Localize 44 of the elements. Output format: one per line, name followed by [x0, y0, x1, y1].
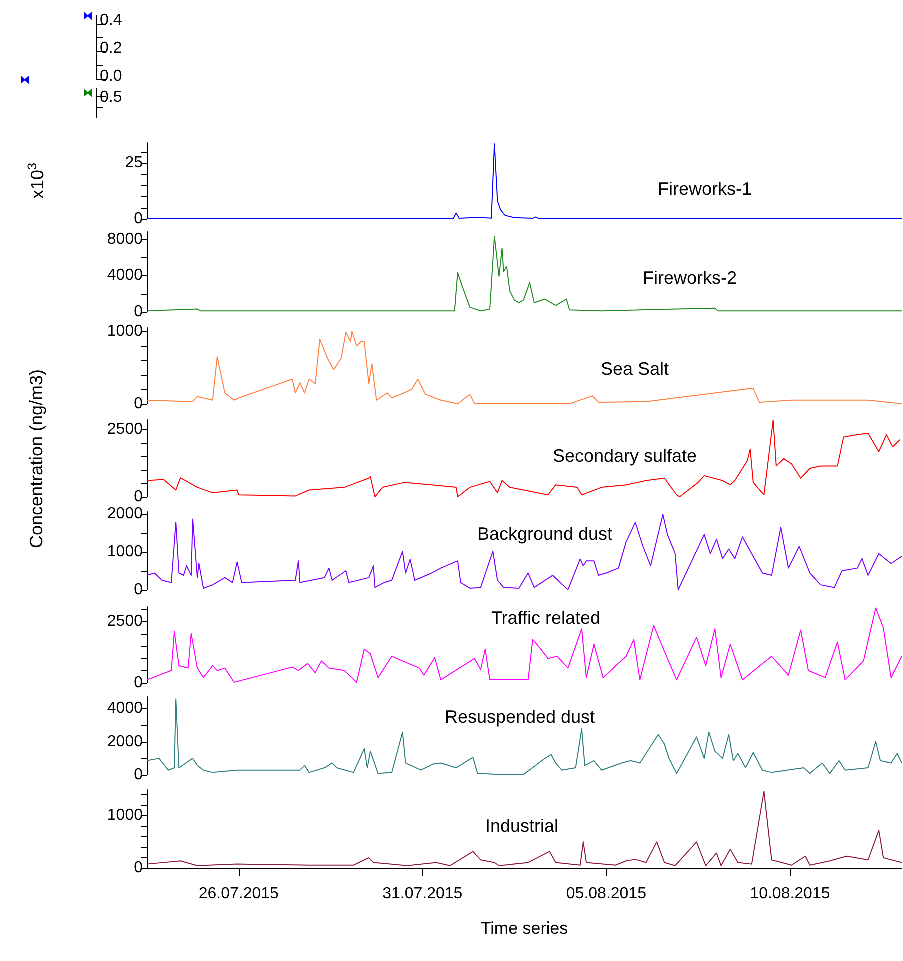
text: Sea Salt — [600, 359, 670, 379]
y-tick-label: 2500 — [107, 613, 144, 630]
y-tick-label: 1000 — [107, 543, 144, 560]
x-tick-label: 05.08.2015 — [566, 886, 647, 902]
text: 0.0 — [100, 68, 122, 85]
line-series — [146, 608, 902, 684]
line-series — [146, 698, 902, 776]
y-tick-label: 0 — [134, 396, 144, 412]
y-tick-label: 8000 — [107, 230, 144, 248]
y-tick-label: 0 — [134, 860, 144, 876]
y-tick-label: 0 — [134, 488, 144, 506]
x-tick-label: 26.07.2015 — [198, 886, 280, 902]
text: Industrial — [485, 816, 559, 836]
y-tick-label: 0 — [134, 210, 144, 228]
y-tick-label: 4000 — [107, 700, 144, 718]
y-tick-label: 0 — [134, 304, 144, 320]
y-tick-label: 4000 — [107, 267, 144, 284]
y-tick-label: 0 — [134, 582, 144, 598]
text: Fireworks-1 — [658, 179, 752, 199]
y-tick-label: 0 — [134, 674, 144, 692]
line-series — [146, 331, 902, 404]
text: Background dust — [477, 524, 613, 544]
y-tick-label: 1000 — [107, 806, 144, 824]
text: 0.4 — [100, 12, 122, 29]
text: Resuspended dust — [444, 707, 596, 727]
y-tick-label: 1000 — [107, 323, 144, 340]
y-axis-title: Concentration (ng/m3) — [26, 368, 46, 548]
x-axis-title: Time series — [480, 919, 568, 938]
x-tick-label: 31.07.2015 — [382, 886, 463, 902]
line-series — [146, 236, 902, 312]
y-tick-label: 2000 — [107, 505, 144, 522]
y-tick-label: 25 — [125, 154, 144, 172]
text: 0.5 — [100, 89, 122, 106]
line-series — [146, 144, 902, 220]
line-series — [146, 514, 902, 590]
y-tick-label: 2500 — [107, 420, 144, 438]
y-tick-label: 0 — [134, 766, 144, 784]
line-series — [146, 791, 902, 866]
y-tick-label: 2000 — [107, 733, 144, 750]
line-series — [146, 420, 901, 498]
x-tick-label: 10.08.2015 — [750, 886, 830, 902]
text: Secondary sulfate — [552, 446, 698, 466]
chart-title: Traffic related — [491, 608, 601, 628]
text: Fireworks-2 — [642, 268, 738, 288]
